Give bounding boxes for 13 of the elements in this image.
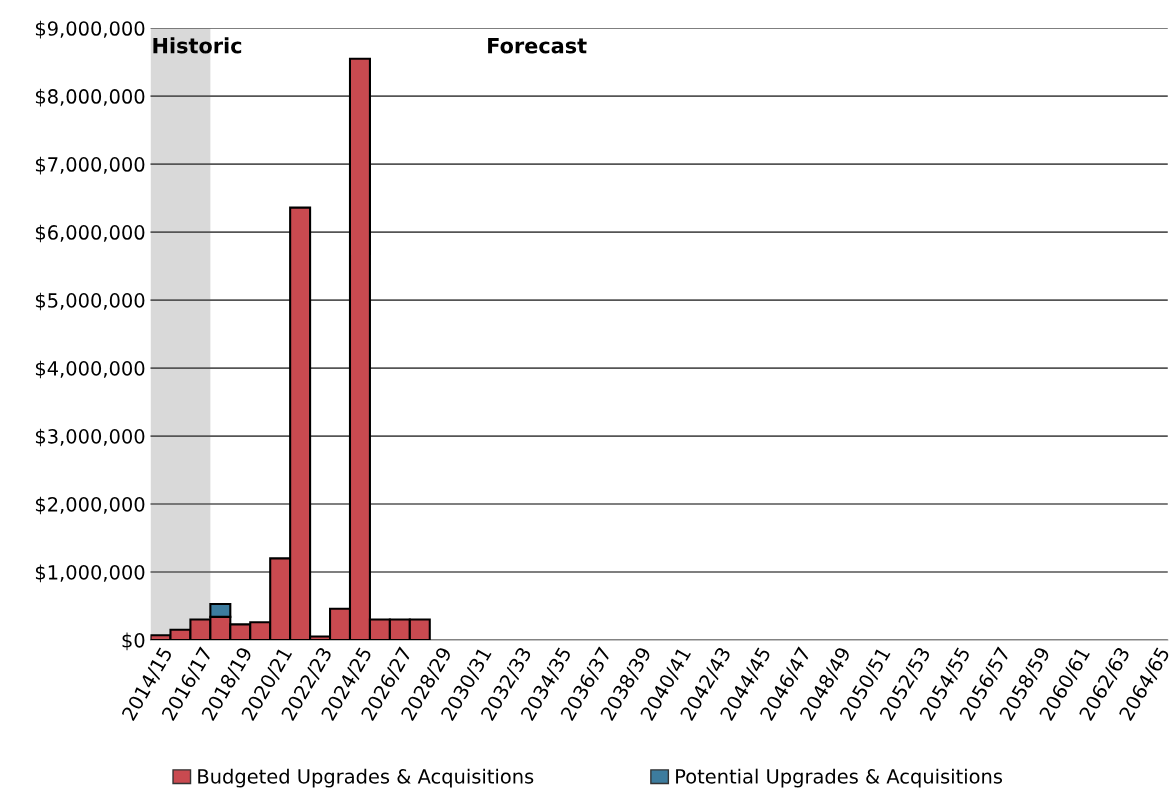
y-tick-label: $1,000,000 bbox=[35, 564, 145, 583]
y-tick-label: $8,000,000 bbox=[35, 88, 145, 107]
y-tick-label: $7,000,000 bbox=[35, 156, 145, 175]
y-tick-label: $2,000,000 bbox=[35, 496, 145, 515]
y-tick-label: $6,000,000 bbox=[35, 224, 145, 243]
y-tick-label: $9,000,000 bbox=[35, 20, 145, 39]
annotation: Forecast bbox=[488, 37, 587, 54]
y-tick-label: $4,000,000 bbox=[35, 360, 145, 379]
y-tick-label: $3,000,000 bbox=[35, 428, 145, 447]
y-tick-label: $5,000,000 bbox=[35, 292, 145, 311]
legend-label: Potential Upgrades & Acquisitions bbox=[676, 768, 1003, 788]
band-label: Historic bbox=[153, 37, 242, 54]
legend-label: Budgeted Upgrades & Acquisitions bbox=[198, 768, 534, 788]
